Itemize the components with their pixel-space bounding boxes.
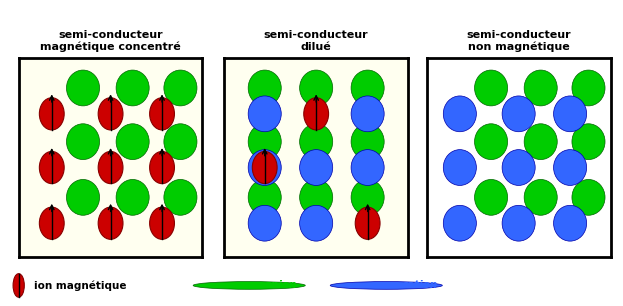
Circle shape (116, 179, 149, 215)
Circle shape (116, 124, 149, 160)
Circle shape (351, 96, 384, 132)
Ellipse shape (252, 151, 277, 184)
Circle shape (300, 205, 333, 241)
Circle shape (351, 70, 384, 106)
Circle shape (554, 150, 587, 185)
Circle shape (554, 96, 587, 132)
Circle shape (351, 124, 384, 160)
Circle shape (444, 150, 477, 185)
Ellipse shape (39, 207, 64, 239)
Circle shape (444, 96, 477, 132)
Text: semi-conducteur
non magnétique: semi-conducteur non magnétique (467, 30, 571, 52)
Circle shape (554, 205, 587, 241)
Circle shape (300, 70, 333, 106)
Text: cation: cation (402, 280, 438, 290)
Circle shape (524, 179, 557, 215)
Circle shape (300, 124, 333, 160)
Ellipse shape (304, 98, 328, 130)
Circle shape (475, 70, 508, 106)
Circle shape (502, 96, 535, 132)
Circle shape (248, 124, 281, 160)
Ellipse shape (13, 274, 24, 297)
Circle shape (248, 150, 281, 185)
Circle shape (248, 96, 281, 132)
Text: ion magnétique: ion magnétique (34, 280, 126, 291)
Text: anion: anion (265, 280, 297, 290)
Circle shape (67, 70, 100, 106)
Circle shape (248, 205, 281, 241)
Circle shape (300, 179, 333, 215)
Circle shape (572, 179, 605, 215)
Circle shape (444, 205, 477, 241)
Text: semi-conducteur
dilué: semi-conducteur dilué (264, 30, 368, 52)
Ellipse shape (98, 98, 123, 130)
Ellipse shape (39, 151, 64, 184)
Circle shape (351, 150, 384, 185)
Circle shape (524, 70, 557, 106)
Text: semi-conducteur
magnétique concentré: semi-conducteur magnétique concentré (40, 30, 181, 52)
Circle shape (116, 70, 149, 106)
Circle shape (475, 179, 508, 215)
Ellipse shape (98, 207, 123, 239)
Circle shape (164, 179, 197, 215)
Circle shape (572, 124, 605, 160)
Circle shape (475, 124, 508, 160)
Ellipse shape (150, 98, 174, 130)
Circle shape (67, 124, 100, 160)
Circle shape (193, 282, 305, 289)
Circle shape (502, 205, 535, 241)
Circle shape (330, 282, 442, 289)
Circle shape (524, 124, 557, 160)
Circle shape (248, 179, 281, 215)
Circle shape (164, 124, 197, 160)
Circle shape (572, 70, 605, 106)
Circle shape (351, 179, 384, 215)
Circle shape (67, 179, 100, 215)
Ellipse shape (150, 207, 174, 239)
Ellipse shape (39, 98, 64, 130)
Circle shape (502, 150, 535, 185)
Circle shape (164, 70, 197, 106)
Ellipse shape (355, 207, 380, 239)
Ellipse shape (98, 151, 123, 184)
Circle shape (248, 70, 281, 106)
Ellipse shape (150, 151, 174, 184)
Circle shape (300, 150, 333, 185)
